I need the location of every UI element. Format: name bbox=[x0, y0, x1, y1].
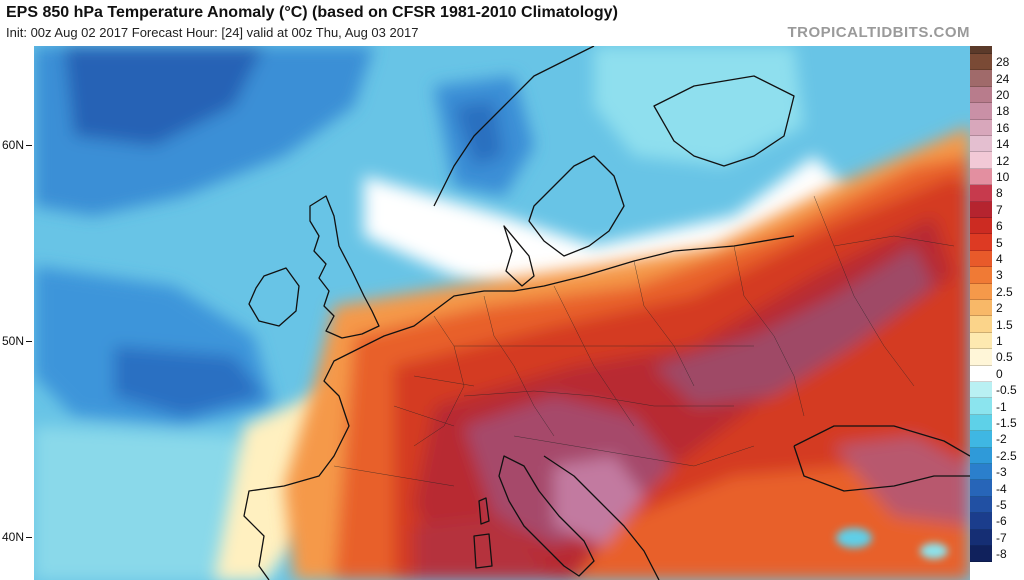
colorbar-swatch bbox=[970, 54, 992, 71]
colorbar-label: 1 bbox=[996, 334, 1003, 348]
colorbar-label: 0 bbox=[996, 366, 1003, 381]
colorbar-swatch bbox=[970, 529, 992, 546]
southern-cold-patches bbox=[836, 528, 948, 559]
chart-title: EPS 850 hPa Temperature Anomaly (°C) (ba… bbox=[6, 4, 618, 21]
colorbar-swatch bbox=[970, 316, 992, 333]
colorbar-swatch bbox=[970, 234, 992, 251]
colorbar-label: 28 bbox=[996, 55, 1010, 70]
colorbar-swatch bbox=[970, 136, 992, 153]
colorbar-label: -5 bbox=[996, 498, 1007, 512]
colorbar-label: -1 bbox=[996, 399, 1007, 414]
colorbar-swatch bbox=[970, 349, 992, 366]
colorbar-label: -3 bbox=[996, 465, 1007, 480]
colorbar-swatch bbox=[970, 86, 992, 104]
colorbar-label: 10 bbox=[996, 170, 1010, 184]
colorbar-swatch bbox=[970, 70, 992, 87]
temperature-colorbar bbox=[970, 46, 992, 580]
colorbar-label: 2.5 bbox=[996, 284, 1013, 299]
lat-label-50n: 50N bbox=[2, 334, 33, 348]
colorbar-swatch bbox=[970, 201, 992, 218]
colorbar-label: 2 bbox=[996, 301, 1003, 316]
colorbar-top-cap bbox=[970, 46, 992, 54]
colorbar-swatch bbox=[970, 168, 992, 186]
coastlines bbox=[243, 46, 970, 580]
colorbar-label: -4 bbox=[996, 481, 1007, 496]
colorbar-swatch bbox=[970, 464, 992, 481]
colorbar-label: -1.5 bbox=[996, 416, 1017, 430]
colorbar-label: -2.5 bbox=[996, 448, 1017, 463]
colorbar-label: 20 bbox=[996, 88, 1010, 102]
colorbar-swatch bbox=[970, 480, 992, 497]
colorbar-label: 4 bbox=[996, 252, 1003, 266]
colorbar-label: 7 bbox=[996, 202, 1003, 217]
colorbar-swatch bbox=[970, 496, 992, 514]
colorbar-label: 14 bbox=[996, 137, 1010, 152]
colorbar-swatch bbox=[970, 218, 992, 235]
colorbar-swatch bbox=[970, 152, 992, 169]
colorbar-swatch bbox=[970, 103, 992, 120]
colorbar-label: 5 bbox=[996, 235, 1003, 250]
colorbar-swatch bbox=[970, 431, 992, 448]
chart-subtitle: Init: 00z Aug 02 2017 Forecast Hour: [24… bbox=[6, 25, 419, 40]
colorbar-swatch bbox=[970, 300, 992, 317]
colorbar-label: 0.5 bbox=[996, 350, 1013, 365]
colorbar-label: -6 bbox=[996, 514, 1007, 529]
colorbar-swatch bbox=[970, 398, 992, 415]
colorbar-swatch bbox=[970, 332, 992, 350]
anomaly-map[interactable] bbox=[34, 46, 970, 580]
country-borders bbox=[333, 195, 955, 487]
colorbar-swatch bbox=[970, 119, 992, 136]
colorbar-swatch bbox=[970, 185, 992, 202]
colorbar-swatch bbox=[970, 365, 992, 382]
colorbar-label: -0.5 bbox=[996, 383, 1017, 398]
colorbar-label: 3 bbox=[996, 268, 1003, 283]
map-svg bbox=[34, 46, 970, 580]
colorbar-label: 12 bbox=[996, 153, 1010, 168]
colorbar-label: 1.5 bbox=[996, 317, 1013, 332]
colorbar-label: 8 bbox=[996, 186, 1003, 201]
lat-label-60n: 60N bbox=[2, 138, 33, 152]
colorbar-swatch bbox=[970, 283, 992, 300]
colorbar-label: -2 bbox=[996, 432, 1007, 447]
colorbar-swatch bbox=[970, 513, 992, 530]
colorbar-label: 18 bbox=[996, 104, 1010, 119]
warm-anomaly-field bbox=[284, 126, 970, 580]
colorbar-label: 6 bbox=[996, 219, 1003, 234]
colorbar-label: -7 bbox=[996, 530, 1007, 545]
colorbar-label: 24 bbox=[996, 71, 1010, 86]
colorbar-swatch bbox=[970, 382, 992, 399]
colorbar-swatch bbox=[970, 414, 992, 432]
colorbar-swatch bbox=[970, 447, 992, 464]
lat-label-40n: 40N bbox=[2, 530, 33, 544]
colorbar-label: 16 bbox=[996, 120, 1010, 135]
colorbar-swatch bbox=[970, 267, 992, 284]
colorbar-swatch bbox=[970, 250, 992, 268]
watermark: TROPICALTIDBITS.COM bbox=[787, 24, 970, 41]
colorbar-label: -8 bbox=[996, 547, 1007, 562]
colorbar-swatch bbox=[970, 546, 992, 563]
